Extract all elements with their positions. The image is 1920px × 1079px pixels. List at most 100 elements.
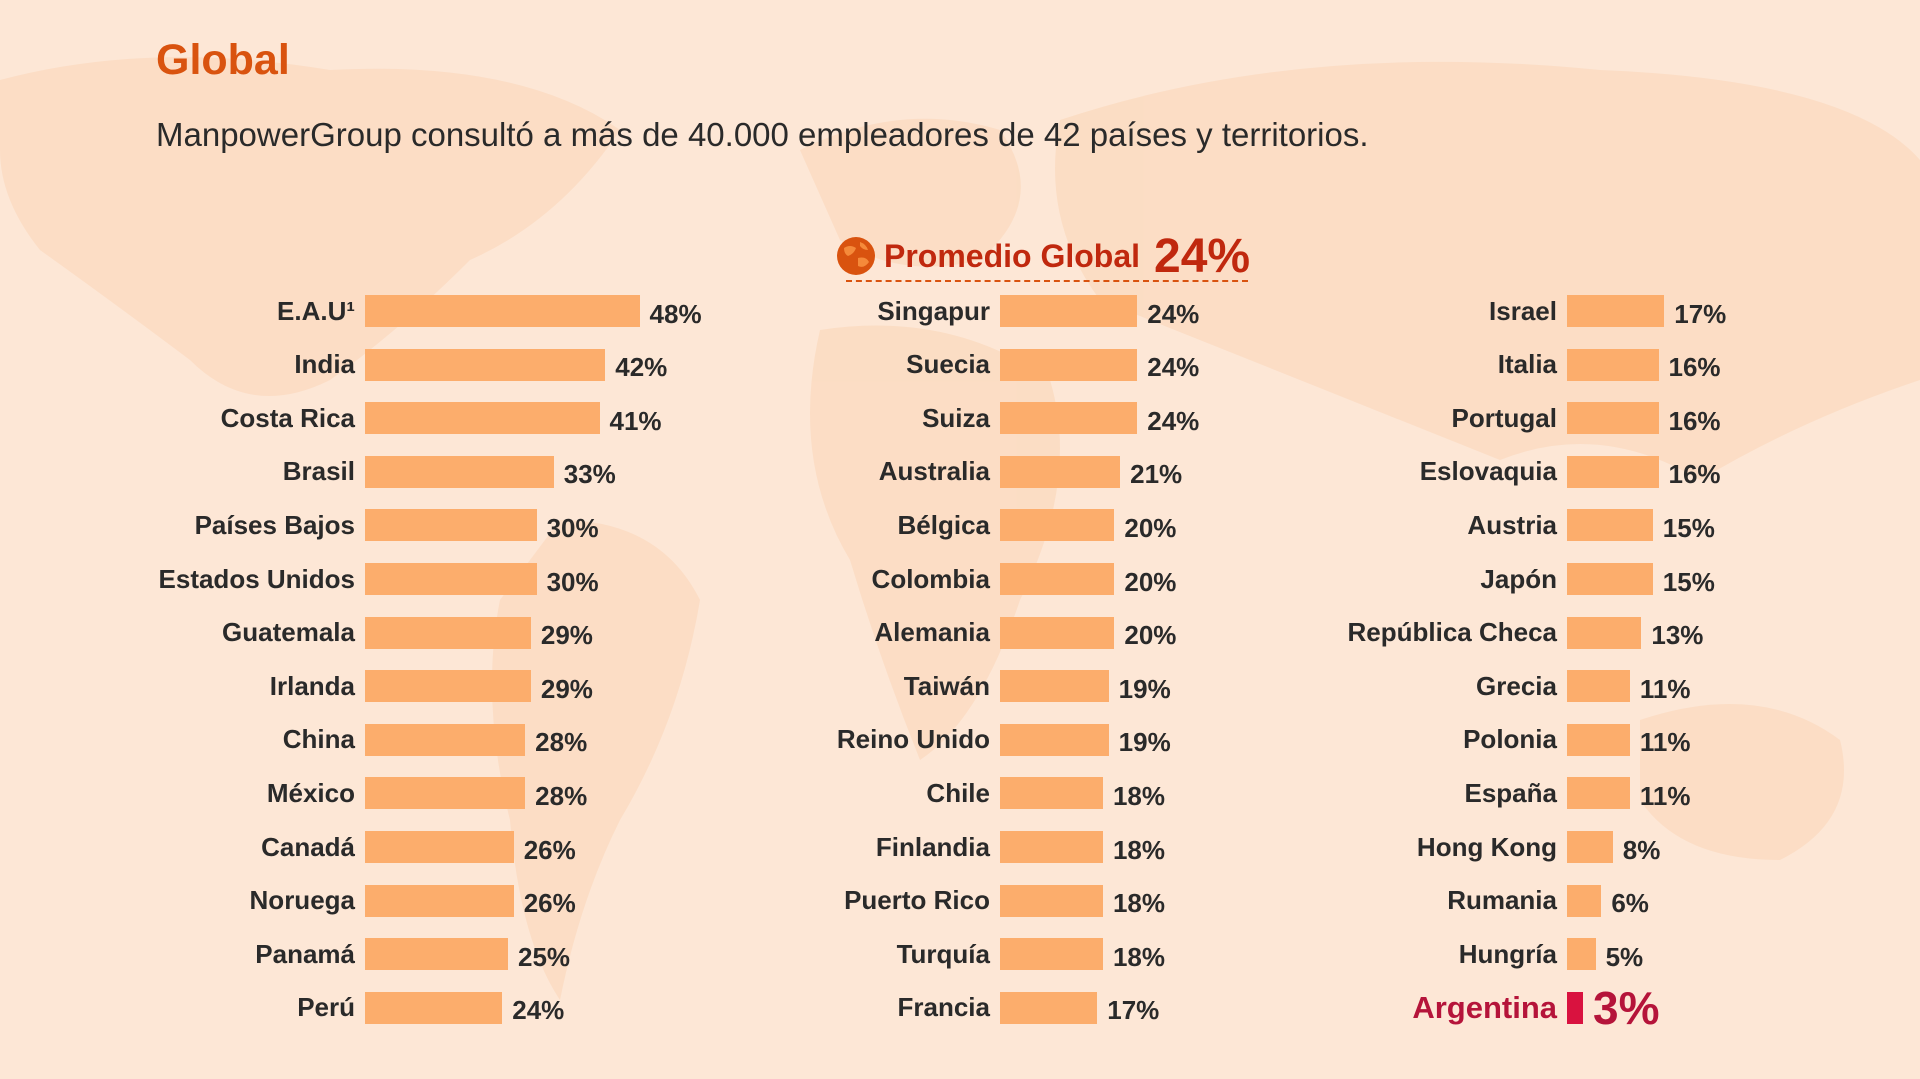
value-label: 16% xyxy=(1668,352,1721,383)
value-label: 24% xyxy=(1147,298,1200,329)
bar-row: Suiza 24% xyxy=(922,400,1199,436)
value-label: 21% xyxy=(1130,459,1183,490)
value-label: 33% xyxy=(563,459,616,490)
value-label: 17% xyxy=(1674,298,1727,329)
value-label: 20% xyxy=(1124,512,1177,543)
value-label: 25% xyxy=(518,941,571,972)
country-label: Chile xyxy=(926,777,990,808)
value-label: 16% xyxy=(1668,459,1721,490)
country-label: México xyxy=(266,777,355,808)
value-label: 20% xyxy=(1124,620,1177,651)
bar-row: Italia 16% xyxy=(1498,347,1721,383)
global-average-divider xyxy=(846,280,1248,282)
country-label: Estados Unidos xyxy=(158,563,355,594)
country-label: Francia xyxy=(897,992,991,1023)
bar xyxy=(1000,831,1103,863)
country-label: Países Bajos xyxy=(194,509,355,540)
bar xyxy=(1567,563,1653,595)
bar-row: Noruega 26% xyxy=(250,883,576,919)
value-label: 18% xyxy=(1112,780,1165,811)
bar-row: Países Bajos 30% xyxy=(195,507,599,543)
country-label: Alemania xyxy=(874,617,990,648)
value-label: 29% xyxy=(540,673,593,704)
bar-row: Rumania 6% xyxy=(1447,883,1649,919)
bar xyxy=(1567,884,1602,917)
bar xyxy=(365,455,554,488)
globe-icon xyxy=(837,237,875,275)
global-average-value: 24% xyxy=(1154,229,1251,283)
country-label: Turquía xyxy=(896,938,990,969)
bar xyxy=(365,348,606,381)
bar-row: Turquía 18% xyxy=(897,936,1165,972)
country-label: Reino Unido xyxy=(836,724,990,755)
bar-row: Panamá 25% xyxy=(255,936,571,972)
bar xyxy=(365,616,531,649)
bar xyxy=(1567,723,1630,756)
bar xyxy=(365,723,526,756)
bar xyxy=(365,777,526,810)
country-label: República Checa xyxy=(1347,617,1557,648)
bar-row: Grecia 11% xyxy=(1476,668,1691,704)
country-label: Grecia xyxy=(1476,670,1557,701)
bar-row: Puerto Rico 18% xyxy=(844,883,1165,919)
bar xyxy=(365,295,640,327)
bar-row: Taiwán 19% xyxy=(904,668,1171,704)
value-label: 30% xyxy=(546,512,599,543)
country-label: Australia xyxy=(878,456,990,487)
country-label: India xyxy=(294,349,355,380)
bar xyxy=(365,563,537,595)
bar-row: México 28% xyxy=(267,775,587,811)
country-label: Irlanda xyxy=(269,670,355,701)
value-label: 48% xyxy=(649,298,702,329)
country-label: Polonia xyxy=(1463,724,1557,755)
value-label: 11% xyxy=(1639,727,1691,758)
country-label: Singapur xyxy=(877,295,990,326)
value-label: 30% xyxy=(546,566,599,597)
country-label: Panamá xyxy=(255,938,355,969)
value-label: 24% xyxy=(512,995,565,1026)
value-label: 20% xyxy=(1124,566,1177,597)
bar-row: Colombia 20% xyxy=(872,561,1177,597)
bar xyxy=(1000,670,1109,703)
bar xyxy=(1567,670,1630,703)
value-label: 15% xyxy=(1662,512,1715,543)
bar xyxy=(1000,938,1103,971)
bar xyxy=(1567,295,1665,327)
bar-row: India 42% xyxy=(294,347,667,383)
bar xyxy=(365,670,531,703)
value-label: 26% xyxy=(523,888,576,919)
bar-row: Singapur 24% xyxy=(877,293,1200,329)
bar-row: Hungría 5% xyxy=(1459,936,1643,972)
value-label: 8% xyxy=(1622,834,1661,865)
value-label: 28% xyxy=(535,727,588,758)
country-label: China xyxy=(282,724,355,755)
bar xyxy=(1000,402,1138,435)
bar xyxy=(1000,991,1098,1024)
global-average: Promedio Global 24% xyxy=(836,226,1250,286)
bar-row: Brasil 33% xyxy=(283,454,616,490)
bar xyxy=(1567,938,1596,971)
bar-row: Hong Kong 8% xyxy=(1417,829,1661,865)
bar xyxy=(365,991,503,1024)
bar-row: China 28% xyxy=(283,722,588,758)
value-label: 29% xyxy=(540,620,593,651)
country-label: Hong Kong xyxy=(1416,831,1557,862)
bar xyxy=(365,938,508,971)
bar-row: Portugal 16% xyxy=(1452,400,1721,436)
bar-row: Australia 21% xyxy=(879,454,1183,490)
country-label: Perú xyxy=(297,992,355,1023)
bar xyxy=(1000,295,1138,327)
country-label: Italia xyxy=(1497,349,1557,380)
bar xyxy=(1000,563,1115,595)
country-label: Puerto Rico xyxy=(844,885,990,916)
bar-row: Japón 15% xyxy=(1480,561,1715,597)
bar-row: E.A.U¹ 48% xyxy=(277,293,702,329)
bar xyxy=(1000,777,1103,810)
value-label: 19% xyxy=(1118,727,1171,758)
country-label: Suiza xyxy=(922,402,990,433)
bar-row: España 11% xyxy=(1465,775,1691,811)
value-label: 16% xyxy=(1668,405,1721,436)
global-average-label: Promedio Global xyxy=(884,237,1141,274)
value-label: 13% xyxy=(1651,620,1704,651)
